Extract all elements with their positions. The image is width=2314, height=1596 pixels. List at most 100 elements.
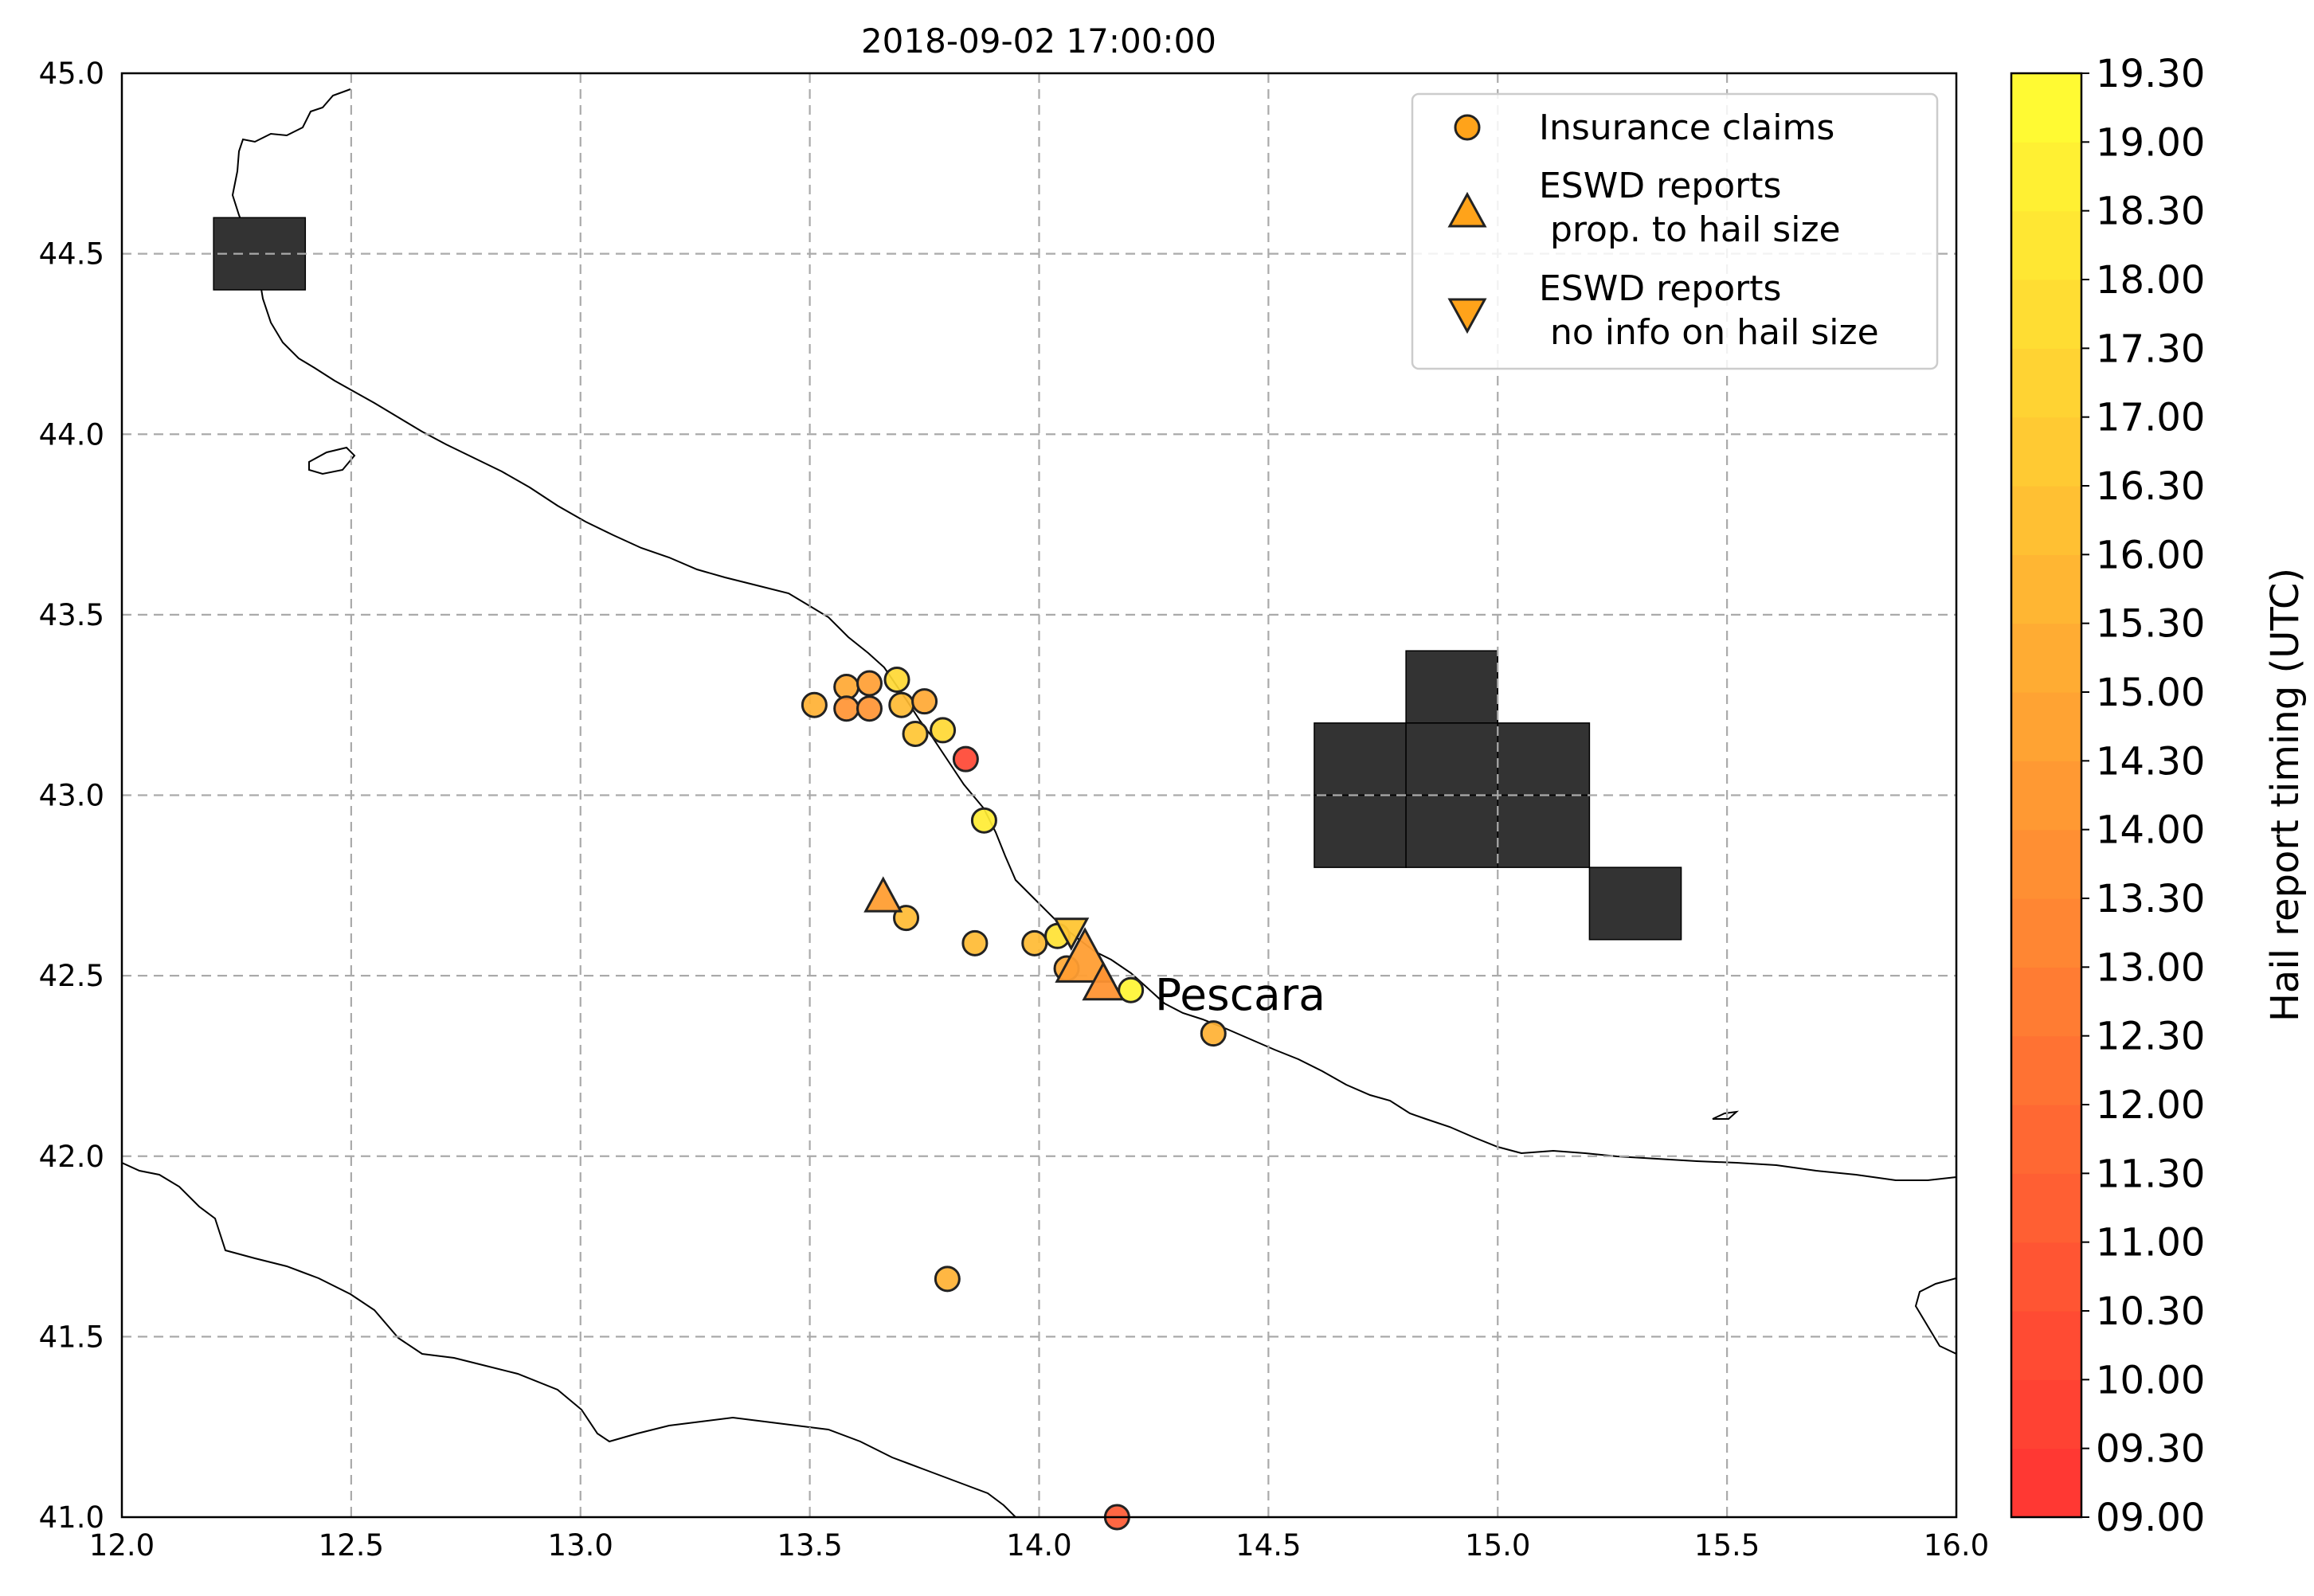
- eswd-report-sized-marker: [863, 876, 903, 913]
- colorbar-tick-label: 11.30: [2096, 1152, 2205, 1196]
- x-tick-label: 16.0: [1924, 1528, 1989, 1563]
- colorbar-tick-label: 13.30: [2096, 877, 2205, 921]
- x-tick-label: 12.0: [89, 1528, 155, 1563]
- colorbar-tick-label: 13.00: [2096, 945, 2205, 990]
- colorbar-band: [2011, 967, 2081, 1037]
- y-tick-label: 43.5: [39, 598, 104, 632]
- legend-triangle-up-marker: [1447, 191, 1487, 228]
- x-tick-label: 15.0: [1465, 1528, 1530, 1563]
- insurance-claim-marker: [1200, 1020, 1227, 1047]
- radar-cells-layer: [213, 217, 1682, 941]
- colorbar-band: [2011, 623, 2081, 693]
- colorbar-band: [2011, 142, 2081, 212]
- legend-circle-marker: [1454, 114, 1481, 141]
- radar-cell-2: [1314, 722, 1407, 796]
- insurance-claim-marker: [856, 695, 883, 722]
- eswd-report-sized-marker: [1055, 927, 1115, 983]
- legend-box: [1411, 92, 1939, 370]
- colorbar-tick-label: 10.30: [2096, 1289, 2205, 1334]
- colorbar-band: [2011, 1448, 2081, 1518]
- insurance-claim-marker: [856, 670, 883, 697]
- colorbar-tick-label: 12.00: [2096, 1083, 2205, 1128]
- colorbar-band: [2011, 1311, 2081, 1380]
- colorbar-frame: [2010, 72, 2083, 1519]
- x-tick-label: 15.5: [1694, 1528, 1760, 1563]
- insurance-claim-marker: [1021, 929, 1048, 956]
- y-tick-label: 43.0: [39, 779, 104, 813]
- insurance-claim-marker: [970, 807, 997, 834]
- colorbar-bands: [2011, 73, 2081, 1518]
- x-tick-label: 13.0: [548, 1528, 613, 1563]
- croatia-coastline: [1914, 1277, 1956, 1355]
- colorbar-band: [2011, 1379, 2081, 1449]
- insurance-claim-marker: [952, 745, 979, 773]
- legend-triangle-down-marker: [1447, 298, 1487, 334]
- colorbar-tick-label: 14.00: [2096, 808, 2205, 853]
- x-tick-label: 14.0: [1006, 1528, 1071, 1563]
- radar-cell-1: [1405, 650, 1498, 724]
- insurance-claim-marker: [801, 691, 828, 718]
- y-tick-label: 44.0: [39, 417, 104, 452]
- map-frame: [120, 72, 1958, 1519]
- legend: Insurance claims ESWD reports prop. to h…: [1411, 92, 1939, 370]
- colorbar-tick-label: 16.30: [2096, 464, 2205, 509]
- radar-cell-6: [1405, 794, 1498, 868]
- tyrrhenian-coastline: [122, 1162, 1016, 1517]
- place-label-pescara: Pescara: [1155, 969, 1325, 1020]
- island-a: [308, 446, 356, 475]
- x-tick-label: 12.5: [319, 1528, 384, 1563]
- y-tick-label: 41.5: [39, 1320, 104, 1354]
- colorbar-tick-label: 17.30: [2096, 327, 2205, 371]
- eswd-report-sized-marker: [1082, 960, 1125, 1001]
- colorbar-band: [2011, 210, 2081, 280]
- colorbar-band: [2011, 1105, 2081, 1174]
- colorbar-tick-label: 18.00: [2096, 258, 2205, 303]
- radar-cell-3: [1405, 722, 1498, 796]
- y-tick-label: 42.0: [39, 1140, 104, 1174]
- colorbar-tick-label: 12.30: [2096, 1015, 2205, 1059]
- colorbar-tick-label: 19.30: [2096, 52, 2205, 96]
- insurance-claim-marker: [934, 1265, 961, 1293]
- y-tick-label: 44.5: [39, 237, 104, 272]
- eswd-report-noinfo-marker: [1053, 917, 1090, 951]
- y-tick-labels: 41.0 41.5 42.0 42.5 43.0 43.5 44.0 44.5 45.0: [39, 57, 104, 1535]
- colorbar-band: [2011, 1242, 2081, 1312]
- colorbar-tick-label: 09.00: [2096, 1496, 2205, 1540]
- insurance-claim-marker: [883, 666, 910, 693]
- x-tick-label: 13.5: [777, 1528, 842, 1563]
- radar-cell-5: [1314, 794, 1407, 868]
- colorbar-band: [2011, 280, 2081, 349]
- radar-cell-4: [1497, 722, 1591, 796]
- island-b: [1712, 1110, 1740, 1120]
- radar-cell-7: [1497, 794, 1591, 868]
- colorbar-tick-label: 15.30: [2096, 602, 2205, 647]
- colorbar-tick-label: 14.30: [2096, 739, 2205, 784]
- insurance-claim-marker: [911, 688, 938, 715]
- legend-label-eswd-size-1: ESWD reports: [1539, 166, 1781, 206]
- insurance-claim-marker: [930, 717, 957, 744]
- insurance-claim-marker: [888, 691, 915, 718]
- x-tick-label: 14.5: [1235, 1528, 1301, 1563]
- radar-cell-8: [1588, 866, 1682, 941]
- legend-label-eswd-noinfo-1: ESWD reports: [1539, 268, 1781, 309]
- map-title: 2018-09-02 17:00:00: [861, 22, 1216, 61]
- radar-cell-0: [213, 217, 307, 291]
- colorbar-band: [2011, 554, 2081, 624]
- insurance-claim-marker: [961, 929, 989, 956]
- y-tick-label: 42.5: [39, 959, 104, 993]
- markers-layer: [801, 666, 1227, 1531]
- colorbar-band: [2011, 1173, 2081, 1243]
- colorbar-band: [2011, 73, 2081, 143]
- colorbar-band: [2011, 348, 2081, 418]
- colorbar-tick-labels: 09.00 09.30 10.00 10.30 11.00 11.30 12.00 12.30…: [2081, 52, 2205, 1540]
- legend-label-eswd-size-2: prop. to hail size: [1539, 209, 1841, 250]
- colorbar-tick-label: 16.00: [2096, 533, 2205, 577]
- colorbar-band: [2011, 417, 2081, 487]
- colorbar-tick-label: 09.30: [2096, 1427, 2205, 1472]
- legend-label-eswd-noinfo-2: no info on hail size: [1539, 312, 1879, 353]
- colorbar-tick-label: 18.30: [2096, 190, 2205, 234]
- colorbar-band: [2011, 486, 2081, 555]
- colorbar-band: [2011, 898, 2081, 968]
- map-axes: Pescara 12.0 12.5 13.0 13.5 14.0 14.5 15.0 15.5…: [39, 57, 1990, 1563]
